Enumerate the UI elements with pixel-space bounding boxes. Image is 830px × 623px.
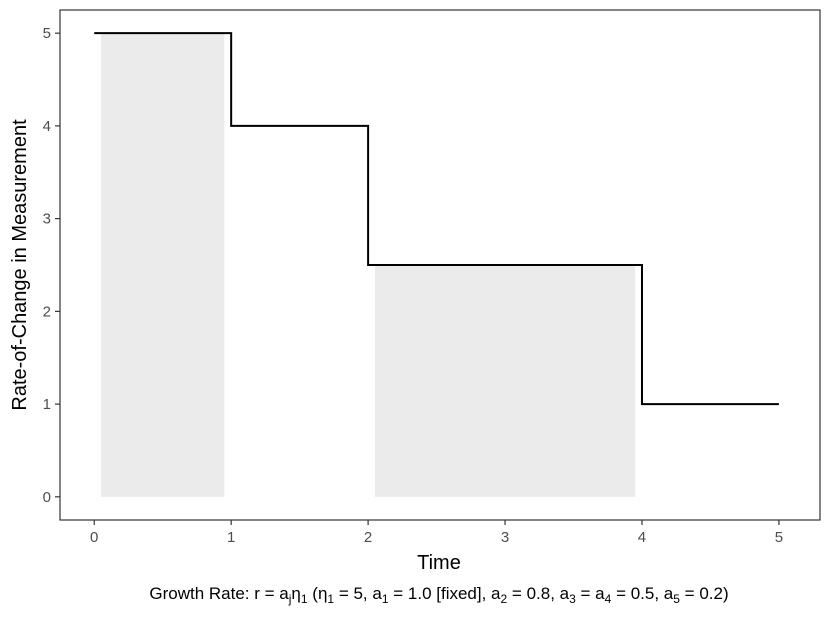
caption-part: = 0.2) bbox=[680, 584, 729, 603]
x-tick-label: 0 bbox=[90, 529, 98, 546]
caption-subscript: 3 bbox=[569, 592, 576, 606]
caption-part: = a bbox=[576, 584, 605, 603]
caption: Growth Rate: r = ajη1 (η1 = 5, a1 = 1.0 … bbox=[149, 584, 728, 606]
caption-part: = 1.0 [fixed], a bbox=[389, 584, 502, 603]
x-tick-label: 1 bbox=[227, 529, 235, 546]
x-tick-label: 5 bbox=[775, 529, 783, 546]
caption-part: = 0.8, a bbox=[507, 584, 569, 603]
y-tick-label: 2 bbox=[43, 303, 51, 320]
shaded-regions bbox=[101, 33, 636, 497]
caption-part: η bbox=[291, 584, 300, 603]
caption-subscript: 2 bbox=[501, 592, 508, 606]
y-tick-label: 1 bbox=[43, 396, 51, 413]
caption-subscript: 1 bbox=[327, 592, 334, 606]
y-tick-label: 0 bbox=[43, 489, 51, 506]
caption-part: (η bbox=[308, 584, 328, 603]
y-axis: 0 1 2 3 4 5 bbox=[43, 25, 60, 506]
caption-subscript: 5 bbox=[673, 592, 680, 606]
caption-subscript: 4 bbox=[605, 592, 612, 606]
caption-subscript: 1 bbox=[382, 592, 389, 606]
series-line bbox=[94, 32, 779, 406]
y-tick-label: 5 bbox=[43, 25, 51, 42]
caption-part: Growth Rate: r = a bbox=[149, 584, 289, 603]
caption-subscript: 1 bbox=[301, 592, 308, 606]
caption-subscript: j bbox=[288, 592, 292, 606]
y-tick-label: 4 bbox=[43, 118, 51, 135]
plot-panel-border bbox=[59, 9, 821, 521]
caption-part: = 0.5, a bbox=[611, 584, 673, 603]
shaded-region bbox=[374, 265, 636, 497]
series-layer bbox=[94, 32, 779, 406]
y-tick-label: 3 bbox=[43, 211, 51, 228]
x-axis: 0 1 2 3 4 5 bbox=[90, 520, 783, 546]
x-tick-label: 2 bbox=[364, 529, 372, 546]
caption-part: = 5, a bbox=[334, 584, 382, 603]
x-tick-label: 3 bbox=[501, 529, 509, 546]
x-axis-title: Time bbox=[417, 552, 461, 574]
y-axis-title: Rate-of-Change in Measurement bbox=[9, 119, 31, 411]
x-tick-label: 4 bbox=[638, 529, 646, 546]
shaded-region bbox=[101, 33, 225, 497]
